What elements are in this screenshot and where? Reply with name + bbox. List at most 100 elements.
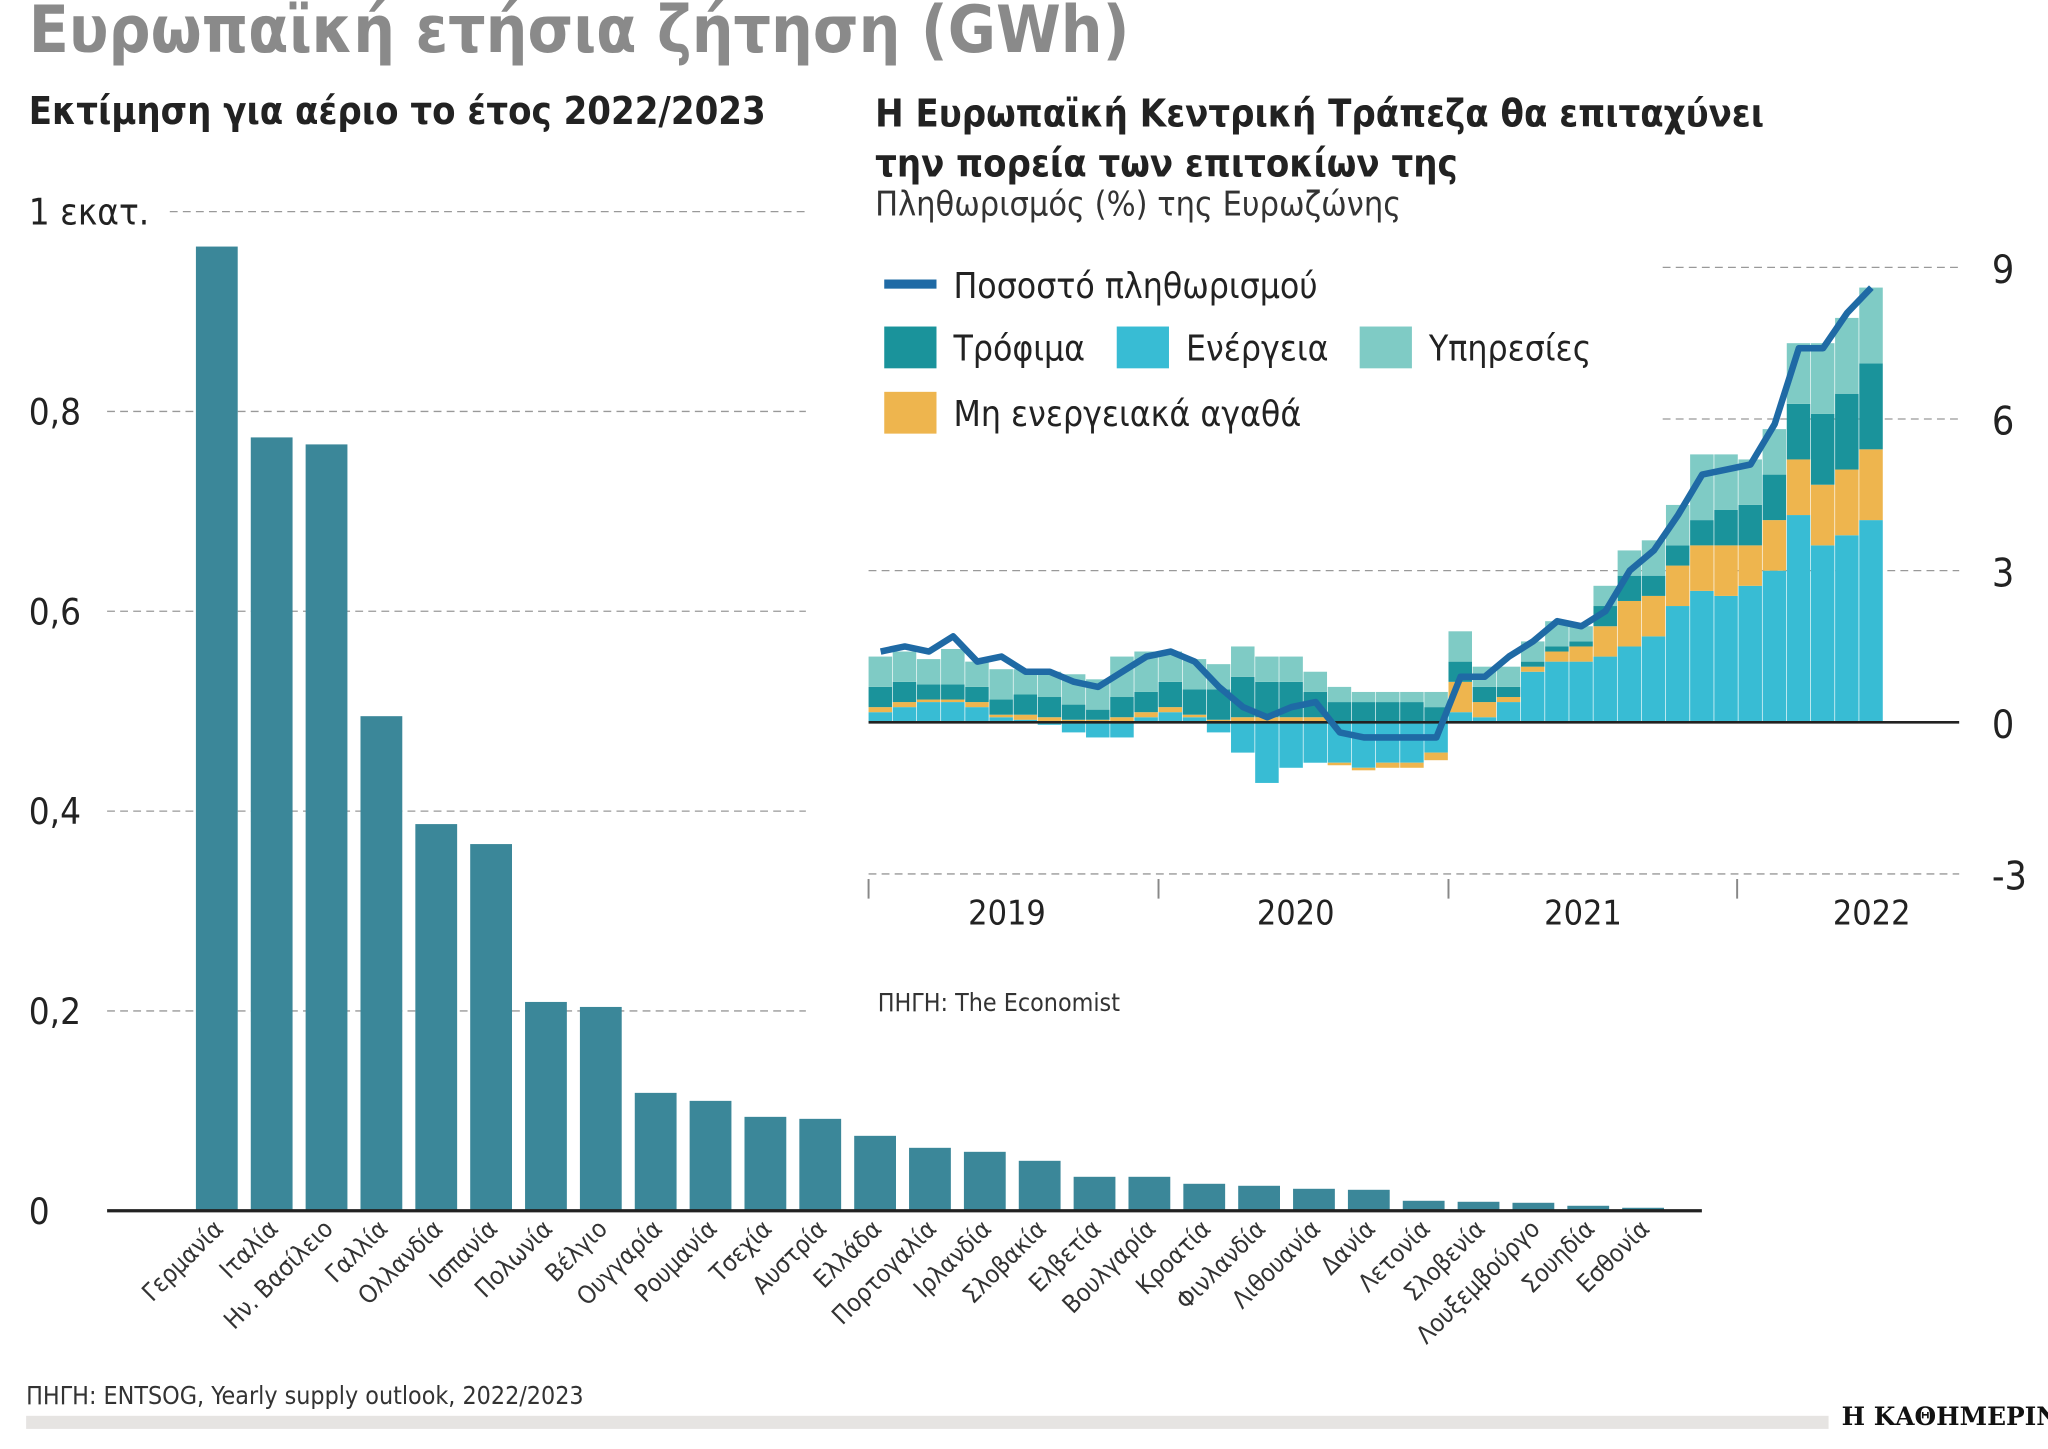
bar-segment <box>1569 646 1593 662</box>
bar-segment <box>965 661 989 687</box>
bar-segment <box>1182 689 1207 715</box>
bar-segment <box>1496 666 1521 687</box>
bar-segment <box>1786 515 1811 723</box>
bar-segment <box>1351 691 1376 703</box>
bar-Πολωνία <box>525 1001 567 1211</box>
bar-segment <box>1714 509 1738 546</box>
bar-Ελβετία <box>1073 1176 1116 1211</box>
bar-segment <box>1303 717 1328 723</box>
bar-segment <box>1617 646 1642 723</box>
bar-segment <box>1375 722 1400 763</box>
bar-segment <box>1158 681 1183 708</box>
bar-segment <box>1375 762 1400 768</box>
bar-Ιταλία <box>250 437 293 1211</box>
bar-segment <box>1086 722 1110 738</box>
x-tick-label: 2022 <box>1833 894 1911 934</box>
bar-segment <box>1327 762 1352 766</box>
bar-Δανία <box>1347 1189 1390 1211</box>
bar-segment <box>1110 697 1134 718</box>
bar-segment <box>1835 469 1859 536</box>
bar-segment <box>1351 702 1376 723</box>
bar-Βουλγαρία <box>1128 1176 1171 1211</box>
bar-Κροατία <box>1183 1183 1226 1211</box>
bar-segment <box>1593 626 1617 657</box>
bar-segment <box>1375 691 1400 703</box>
gas-chart-title: Εκτίμηση για αέριο το έτος 2022/2023 <box>28 88 766 134</box>
bar-segment <box>1158 707 1183 713</box>
bar-segment <box>1424 691 1448 708</box>
bar-segment <box>916 684 941 700</box>
bar-segment <box>1496 702 1521 723</box>
bar-segment <box>1810 545 1835 723</box>
bar-segment <box>941 648 965 685</box>
bar-segment <box>1810 343 1835 414</box>
bar-segment <box>1690 520 1714 546</box>
bar-segment <box>868 712 893 723</box>
bar-segment <box>1738 585 1762 723</box>
bar-segment <box>1593 606 1617 627</box>
bar-segment <box>1641 575 1666 596</box>
bar-segment <box>1327 686 1352 703</box>
bar-segment <box>1690 545 1714 591</box>
bar-Λουξεμβούργο <box>1512 1202 1555 1211</box>
bar-segment <box>1255 656 1279 682</box>
bar-Αυστρία <box>799 1118 842 1211</box>
kathimerini-logo: Η ΚΑΘΗΜΕΡΙΝΗ <box>1841 1402 2048 1432</box>
bar-segment <box>892 651 917 682</box>
bar-segment <box>1472 717 1497 723</box>
bar-segment <box>1448 631 1472 662</box>
legend-swatch <box>884 391 937 434</box>
bar-segment <box>916 659 941 685</box>
bar-segment <box>1859 520 1883 723</box>
bar-segment <box>1255 722 1279 783</box>
bar-Σλοβενία <box>1457 1201 1500 1211</box>
bar-segment <box>1472 702 1497 718</box>
bar-Ισπανία <box>470 844 512 1211</box>
bar-segment <box>989 699 1013 715</box>
bar-segment <box>1810 413 1835 485</box>
y-tick-label: 0 <box>29 1190 50 1233</box>
bar-segment <box>1665 545 1690 566</box>
bar-segment <box>892 681 917 703</box>
y-tick-label: 0,2 <box>29 990 81 1033</box>
bar-segment <box>1013 694 1038 715</box>
bar-segment <box>1496 697 1521 703</box>
bar-segment <box>1545 646 1569 652</box>
bar-segment <box>1859 287 1883 364</box>
main-title: Ευρωπαϊκή ετήσια ζήτηση (GWh) <box>28 0 1130 68</box>
bar-segment <box>1061 704 1086 720</box>
bar-segment <box>1110 717 1134 723</box>
y-tick-label: 0,8 <box>29 390 81 433</box>
bar-segment <box>1835 317 1859 394</box>
bar-segment <box>1520 666 1545 672</box>
bar-Σλοβακία <box>1018 1160 1061 1211</box>
bar-segment <box>965 707 989 723</box>
footer-bar <box>26 1415 1829 1429</box>
bar-Ρουμανία <box>689 1100 732 1211</box>
bar-segment <box>1738 504 1762 546</box>
bar-segment <box>868 707 893 713</box>
bar-segment <box>1520 671 1545 723</box>
bar-segment <box>1134 691 1158 713</box>
bar-segment <box>1013 669 1038 695</box>
bar-segment <box>1472 686 1497 703</box>
y-tick-label: -3 <box>1992 855 2027 900</box>
legend-label: Ποσοστό πληθωρισμού <box>953 266 1317 307</box>
bar-segment <box>1520 661 1545 667</box>
bar-segment <box>1158 712 1183 723</box>
bar-segment <box>1738 545 1762 586</box>
bar-segment <box>1351 767 1376 771</box>
legend-label: Μη ενεργειακά αγαθά <box>953 394 1301 435</box>
bar-Φινλανδία <box>1238 1185 1280 1211</box>
inflation-chart-title: Η Ευρωπαϊκή Κεντρική Τράπεζα θα επιταχύν… <box>875 91 1765 186</box>
bar-segment <box>1037 671 1062 698</box>
y-tick-label: 9 <box>1992 248 2014 293</box>
bar-segment <box>1665 565 1690 607</box>
bar-segment <box>1351 722 1376 768</box>
bar-segment <box>868 656 893 687</box>
bar-segment <box>1617 600 1642 647</box>
y-tick-label: 3 <box>1992 551 2014 596</box>
bar-segment <box>1641 636 1666 723</box>
bar-Λετονία <box>1402 1200 1445 1211</box>
